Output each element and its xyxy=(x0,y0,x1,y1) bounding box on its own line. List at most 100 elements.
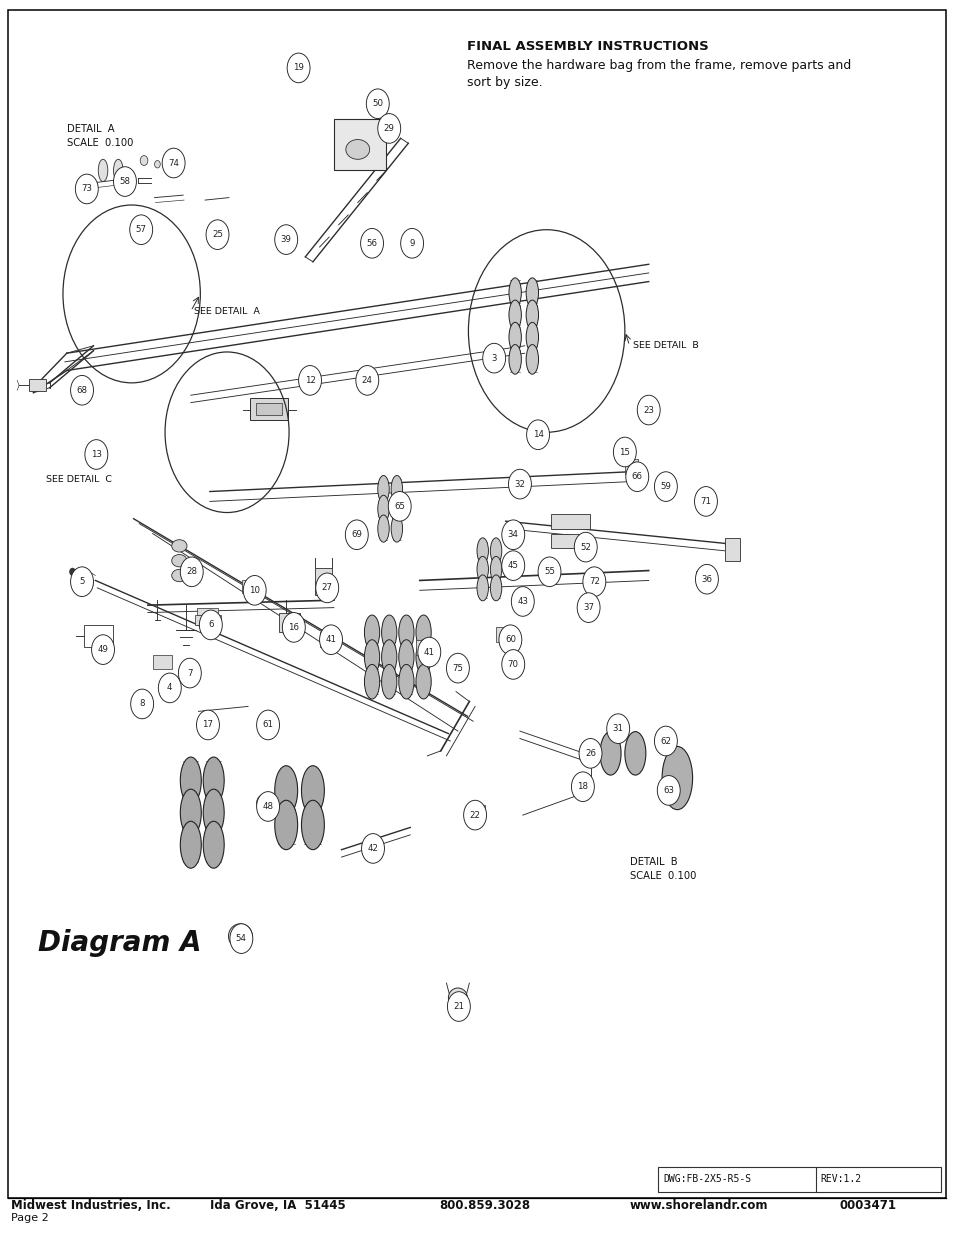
Circle shape xyxy=(417,637,440,667)
Ellipse shape xyxy=(235,931,245,941)
Circle shape xyxy=(85,440,108,469)
Ellipse shape xyxy=(180,789,201,836)
Text: 55: 55 xyxy=(543,567,555,577)
Ellipse shape xyxy=(203,821,224,868)
Ellipse shape xyxy=(203,757,224,804)
Circle shape xyxy=(501,520,524,550)
Text: 16: 16 xyxy=(288,622,299,632)
Ellipse shape xyxy=(391,475,402,503)
Circle shape xyxy=(131,689,153,719)
Text: SEE DETAIL  B: SEE DETAIL B xyxy=(632,341,698,351)
Ellipse shape xyxy=(172,569,187,582)
Circle shape xyxy=(298,366,321,395)
Circle shape xyxy=(388,492,411,521)
Ellipse shape xyxy=(301,766,324,815)
Text: 45: 45 xyxy=(507,561,518,571)
Text: 9: 9 xyxy=(409,238,415,248)
Ellipse shape xyxy=(256,794,274,811)
Text: 72: 72 xyxy=(588,577,599,587)
Ellipse shape xyxy=(416,615,431,650)
Circle shape xyxy=(501,650,524,679)
Bar xyxy=(724,538,740,561)
Text: REV:1.2: REV:1.2 xyxy=(820,1174,861,1184)
Circle shape xyxy=(366,89,389,119)
Text: 54: 54 xyxy=(235,934,247,944)
Ellipse shape xyxy=(490,576,501,601)
Text: 31: 31 xyxy=(612,724,623,734)
Text: 74: 74 xyxy=(168,158,179,168)
Bar xyxy=(84,625,112,647)
Text: 27: 27 xyxy=(321,583,333,593)
Ellipse shape xyxy=(377,515,389,542)
Text: 70: 70 xyxy=(507,659,518,669)
Circle shape xyxy=(695,564,718,594)
Circle shape xyxy=(315,573,338,603)
Circle shape xyxy=(361,834,384,863)
Circle shape xyxy=(447,992,470,1021)
Circle shape xyxy=(526,420,549,450)
Ellipse shape xyxy=(135,695,147,708)
Ellipse shape xyxy=(391,515,402,542)
Circle shape xyxy=(694,487,717,516)
Ellipse shape xyxy=(203,789,224,836)
Circle shape xyxy=(256,792,279,821)
Circle shape xyxy=(180,557,203,587)
Text: Ida Grove, IA  51445: Ida Grove, IA 51445 xyxy=(210,1199,345,1212)
Ellipse shape xyxy=(113,159,123,182)
Ellipse shape xyxy=(364,664,379,699)
Circle shape xyxy=(613,437,636,467)
Text: DWG:FB-2X5-R5-S: DWG:FB-2X5-R5-S xyxy=(662,1174,750,1184)
Bar xyxy=(29,379,46,391)
Ellipse shape xyxy=(391,495,402,522)
Ellipse shape xyxy=(172,555,187,567)
Circle shape xyxy=(571,772,594,802)
Ellipse shape xyxy=(140,156,148,165)
Text: 59: 59 xyxy=(659,482,671,492)
Text: Diagram A: Diagram A xyxy=(38,929,201,957)
Text: SEE DETAIL  A: SEE DETAIL A xyxy=(193,306,259,316)
Text: 29: 29 xyxy=(383,124,395,133)
Text: 13: 13 xyxy=(91,450,102,459)
Circle shape xyxy=(400,228,423,258)
Bar xyxy=(696,571,709,585)
Ellipse shape xyxy=(509,300,520,330)
Ellipse shape xyxy=(229,924,252,948)
Text: 10: 10 xyxy=(249,585,260,595)
Text: 58: 58 xyxy=(119,177,131,186)
Text: 68: 68 xyxy=(76,385,88,395)
Circle shape xyxy=(446,653,469,683)
Bar xyxy=(496,627,515,642)
Text: 63: 63 xyxy=(662,785,674,795)
Ellipse shape xyxy=(381,664,396,699)
Circle shape xyxy=(199,610,222,640)
Circle shape xyxy=(657,776,679,805)
Ellipse shape xyxy=(381,615,396,650)
Text: 39: 39 xyxy=(280,235,292,245)
Circle shape xyxy=(501,551,524,580)
Text: 22: 22 xyxy=(469,810,480,820)
Text: SEE DETAIL  C: SEE DETAIL C xyxy=(46,474,112,484)
Ellipse shape xyxy=(509,278,520,308)
Ellipse shape xyxy=(364,615,379,650)
Circle shape xyxy=(158,673,181,703)
Ellipse shape xyxy=(70,568,75,576)
Ellipse shape xyxy=(274,800,297,850)
Ellipse shape xyxy=(490,538,501,563)
Circle shape xyxy=(75,174,98,204)
Circle shape xyxy=(282,613,305,642)
Ellipse shape xyxy=(180,821,201,868)
Circle shape xyxy=(319,625,342,655)
Text: 71: 71 xyxy=(700,496,711,506)
Bar xyxy=(278,613,299,632)
Ellipse shape xyxy=(526,322,537,352)
Ellipse shape xyxy=(490,556,501,582)
Circle shape xyxy=(578,739,601,768)
Bar xyxy=(551,534,589,548)
Text: 0003471: 0003471 xyxy=(839,1199,896,1212)
Text: 19: 19 xyxy=(293,63,304,73)
Ellipse shape xyxy=(172,540,187,552)
Text: Remove the hardware bag from the frame, remove parts and
sort by size.: Remove the hardware bag from the frame, … xyxy=(467,59,851,89)
Ellipse shape xyxy=(398,640,414,674)
Text: 26: 26 xyxy=(584,748,596,758)
Text: 8: 8 xyxy=(139,699,145,709)
